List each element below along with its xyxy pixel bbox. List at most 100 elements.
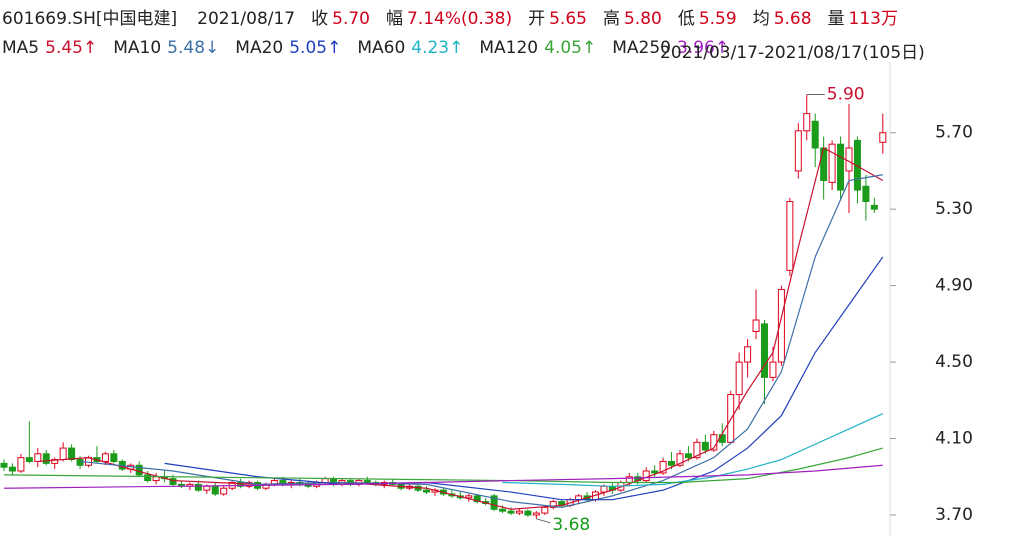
candle-body bbox=[549, 501, 557, 508]
candle-body bbox=[659, 460, 667, 474]
low-label: 3.68 bbox=[552, 515, 590, 535]
field-value: 5.68 bbox=[773, 9, 812, 29]
candle-body bbox=[135, 464, 143, 476]
field-value: 5.70 bbox=[332, 9, 370, 29]
candle-body bbox=[853, 139, 861, 191]
candle-body bbox=[651, 470, 659, 474]
candle-body bbox=[76, 459, 84, 466]
candle-body bbox=[25, 457, 33, 462]
candle-body bbox=[752, 319, 760, 332]
range: 2021/03/17-2021/08/17(105日) bbox=[660, 43, 925, 63]
y-tick-label: 3.70 bbox=[935, 505, 973, 525]
candle-body bbox=[820, 147, 828, 182]
candle-body bbox=[879, 132, 887, 143]
y-tick-label: 4.50 bbox=[935, 352, 973, 372]
ma-name: MA20 bbox=[235, 38, 284, 58]
candle-body bbox=[465, 495, 473, 499]
candle-body bbox=[532, 512, 540, 516]
field-value: 113万 bbox=[848, 9, 898, 29]
ma-name: MA5 bbox=[2, 38, 40, 58]
y-tick-label: 4.90 bbox=[935, 276, 973, 296]
ma-name: MA60 bbox=[357, 38, 406, 58]
field-label: 高 bbox=[602, 9, 620, 29]
candle-body bbox=[363, 480, 371, 483]
candle-body bbox=[837, 143, 845, 191]
candle-body bbox=[17, 457, 25, 472]
candle-body bbox=[642, 470, 650, 482]
candle-body bbox=[0, 462, 8, 468]
stock-code: 601669.SH[中国电建] bbox=[2, 9, 178, 29]
field-value: 5.59 bbox=[698, 9, 737, 29]
candle-body bbox=[524, 510, 532, 516]
field-label: 均 bbox=[752, 9, 770, 29]
candle-body bbox=[34, 453, 42, 462]
candle-body bbox=[769, 361, 777, 378]
candle-body bbox=[8, 466, 16, 472]
y-tick-label: 5.70 bbox=[935, 123, 973, 143]
candle-body bbox=[803, 113, 811, 132]
candle-body bbox=[862, 185, 870, 203]
ma-value: 4.05↑ bbox=[544, 38, 597, 58]
y-tick-label: 5.30 bbox=[935, 199, 973, 219]
ma-name: MA250 bbox=[612, 38, 671, 58]
candle-body bbox=[845, 147, 853, 172]
candle-body bbox=[744, 346, 752, 363]
ma-line bbox=[3, 464, 883, 489]
date: 2021/08/17 bbox=[197, 9, 296, 29]
y-tick-label: 4.10 bbox=[935, 429, 973, 449]
candle-body bbox=[152, 476, 160, 482]
ma-name: MA120 bbox=[479, 38, 539, 58]
ma-line bbox=[37, 147, 884, 510]
candle-body bbox=[499, 508, 507, 512]
low-pointer bbox=[536, 518, 551, 524]
field-label: 幅 bbox=[385, 9, 403, 29]
field-value: 5.80 bbox=[623, 9, 662, 29]
candle-body bbox=[169, 478, 177, 485]
ma-value: 4.23↑ bbox=[411, 38, 464, 58]
ma-line bbox=[79, 174, 883, 508]
candle-body bbox=[811, 120, 819, 149]
ma-value: 5.45↑ bbox=[45, 38, 98, 58]
candle-body bbox=[676, 453, 684, 466]
field-label: 低 bbox=[677, 9, 695, 29]
candle-body bbox=[515, 510, 523, 514]
ma-line bbox=[3, 447, 883, 484]
candle-body bbox=[51, 459, 59, 464]
candle-body bbox=[693, 441, 701, 459]
candle-body bbox=[42, 453, 50, 464]
candle-body bbox=[321, 478, 329, 483]
candle-body bbox=[761, 323, 768, 378]
candle-body bbox=[220, 487, 228, 495]
ma-legend: MA5 5.45↑ MA10 5.48↓ MA20 5.05↑ MA60 4.23↑ MA120… bbox=[2, 38, 745, 58]
candle-body bbox=[237, 481, 245, 487]
candle-body bbox=[101, 453, 109, 462]
candle-body bbox=[600, 485, 608, 493]
candle-body bbox=[718, 434, 726, 443]
field-label: 开 bbox=[528, 9, 546, 29]
candle-body bbox=[870, 204, 878, 210]
ma-line bbox=[502, 413, 884, 487]
field-label: 收 bbox=[311, 9, 329, 29]
candle-body bbox=[735, 361, 743, 396]
field-value: 7.14%(0.38) bbox=[406, 9, 513, 29]
candle-body bbox=[541, 506, 549, 514]
ma-value: 5.05↑ bbox=[289, 38, 342, 58]
ma-value: 3.96↑ bbox=[676, 38, 730, 58]
candle-body bbox=[194, 483, 202, 491]
candle-body bbox=[473, 495, 481, 503]
candle-body bbox=[423, 489, 430, 493]
candle-body bbox=[684, 453, 692, 459]
candle-body bbox=[110, 453, 118, 462]
candle-body bbox=[786, 201, 794, 271]
candle-body bbox=[828, 143, 836, 183]
candle-body bbox=[144, 474, 152, 482]
candle-body bbox=[777, 288, 785, 363]
candle-body bbox=[211, 485, 219, 495]
ma-line bbox=[164, 256, 884, 501]
candle-body bbox=[59, 447, 67, 461]
ma-name: MA10 bbox=[113, 38, 162, 58]
candle-body bbox=[203, 485, 211, 491]
candle-body bbox=[68, 447, 76, 461]
candle-body bbox=[507, 510, 515, 514]
